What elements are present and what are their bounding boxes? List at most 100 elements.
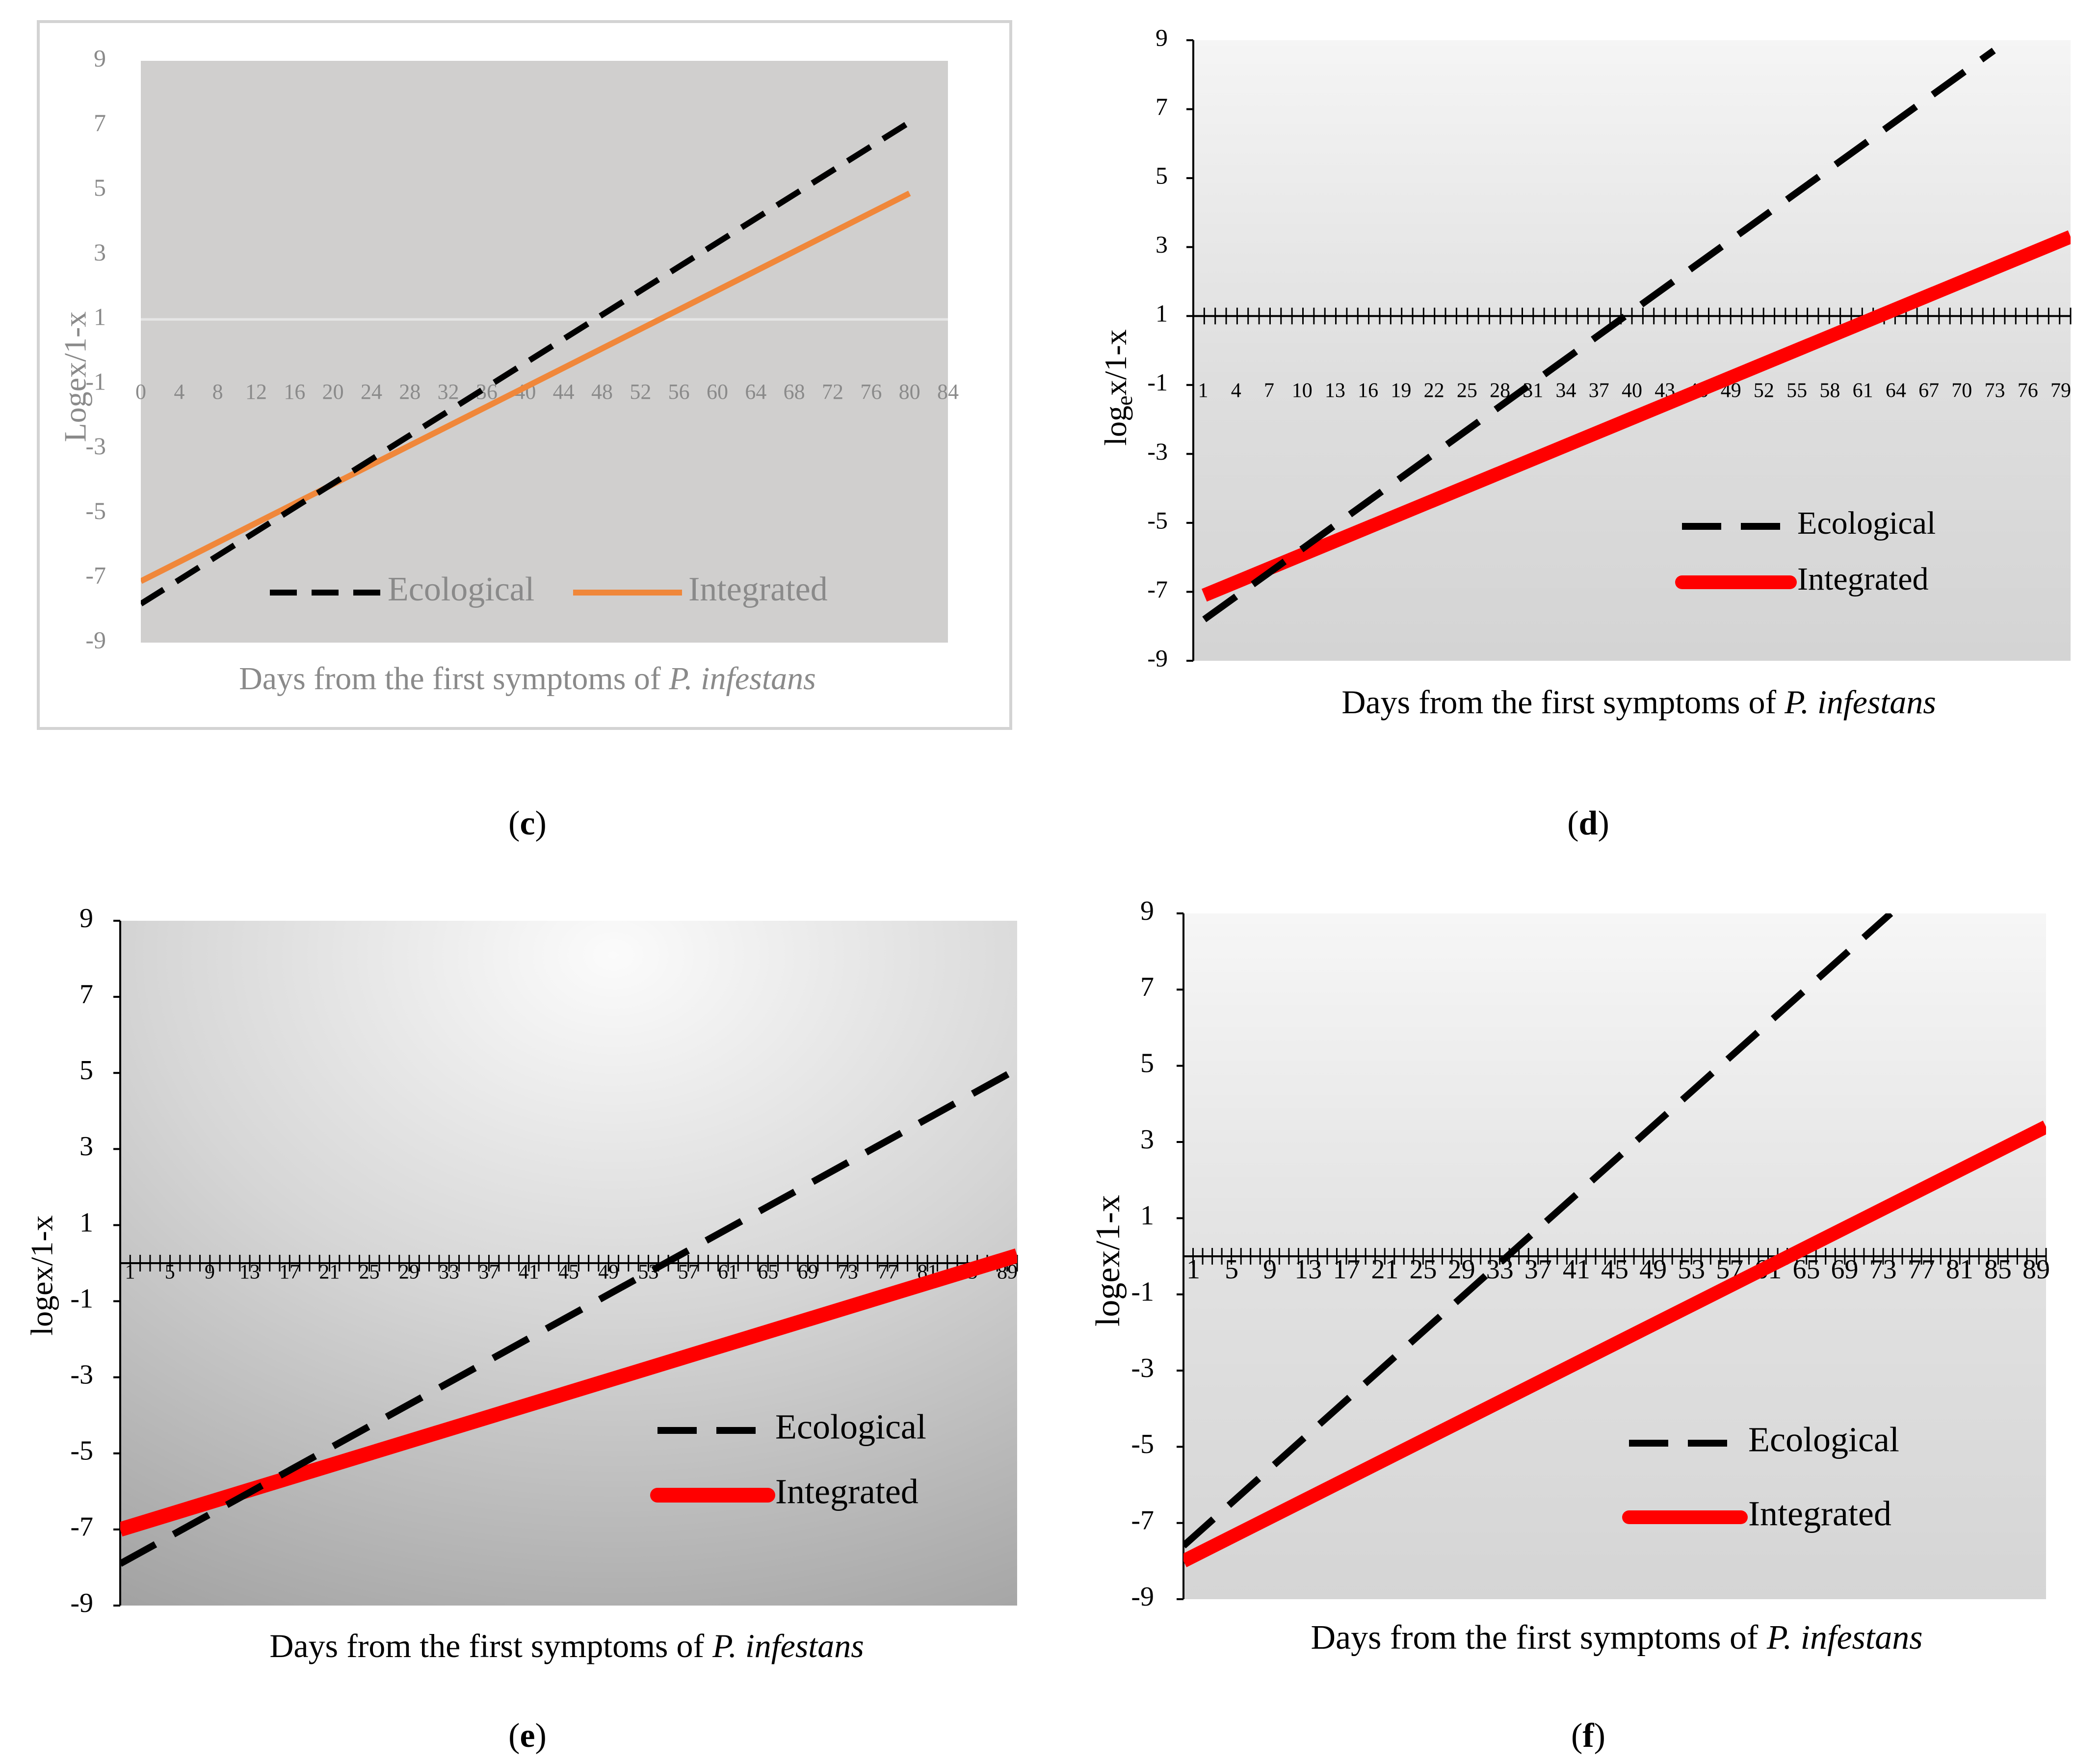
x-tick-label: 84 [937, 380, 959, 404]
legend-label-integrated: Integrated [775, 1472, 919, 1511]
x-tick-label: 70 [1951, 380, 1972, 402]
y-tick-label: 5 [1156, 162, 1168, 189]
x-axis-title: Days from the first symptoms of P. infes… [1341, 683, 1936, 721]
legend-label-integrated: Integrated [1797, 561, 1929, 597]
y-tick-label: 9 [94, 44, 106, 72]
x-tick-label: 72 [822, 380, 843, 404]
x-tick-label: 68 [784, 380, 805, 404]
series-line-ecological [141, 120, 911, 607]
y-axis-title: logex/1-x [25, 1215, 59, 1335]
x-axis-title: Days from the first symptoms of P. infes… [239, 661, 816, 697]
y-tick-label: -3 [70, 1360, 93, 1390]
x-tick-label: 28 [399, 380, 420, 404]
y-tick-label: 3 [1156, 231, 1168, 258]
x-tick-label: 48 [591, 380, 613, 404]
y-axis-title: logex/1-x [1089, 1195, 1127, 1326]
x-tick-label: 13 [1325, 380, 1345, 402]
x-tick-label: 52 [630, 380, 651, 404]
panel-label: (d) [1567, 804, 1609, 842]
x-tick-label: 64 [745, 380, 766, 404]
x-tick-label: 9 [1263, 1254, 1277, 1285]
y-tick-label: -5 [70, 1436, 93, 1466]
y-tick-label: -9 [85, 626, 106, 653]
series-group [1183, 913, 2046, 1567]
x-tick-label: 33 [439, 1261, 459, 1284]
x-tick-label: 19 [1391, 380, 1411, 402]
x-tick-label: 58 [1819, 380, 1840, 402]
x-tick-label: 73 [1869, 1254, 1897, 1285]
x-axis-title: Days from the first symptoms of P. infes… [1311, 1619, 1923, 1657]
y-tick-label: -1 [1147, 368, 1168, 396]
x-tick-label: 1 [1186, 1254, 1200, 1285]
y-tick-label: -5 [85, 497, 106, 524]
x-tick-label: 73 [838, 1261, 858, 1284]
series-group [120, 1066, 1017, 1567]
y-tick-label: -7 [1131, 1505, 1154, 1536]
y-axis-title: Logex/1-x [58, 311, 93, 442]
legend-label-ecological: Ecological [1797, 505, 1936, 541]
x-tick-label: 61 [718, 1261, 738, 1284]
x-tick-label: 37 [1524, 1254, 1552, 1285]
x-tick-label: 1 [1198, 380, 1208, 402]
x-tick-label: 34 [1556, 380, 1576, 402]
x-tick-label: 44 [553, 380, 575, 404]
x-tick-label: 25 [1457, 380, 1477, 402]
series-line-integrated [1183, 1120, 2046, 1567]
y-tick-label: 1 [94, 303, 106, 331]
x-tick-label: 80 [899, 380, 920, 404]
y-tick-label: 3 [94, 238, 106, 266]
legend-label-ecological: Ecological [775, 1407, 926, 1447]
x-tick-label: 16 [284, 380, 305, 404]
x-tick-label: 73 [1985, 380, 2005, 402]
x-tick-label: 24 [361, 380, 382, 404]
series-line-integrated [1201, 230, 2071, 602]
series-line-integrated [141, 190, 911, 584]
x-tick-label: 29 [399, 1261, 420, 1284]
y-tick-label: -1 [70, 1283, 93, 1314]
y-tick-label: -1 [85, 367, 106, 395]
y-tick-label: -3 [85, 432, 106, 460]
x-tick-label: 9 [205, 1261, 215, 1284]
series-group [141, 120, 911, 607]
y-axis-title: logex/1-x [1098, 329, 1137, 445]
y-tick-label: -9 [70, 1588, 93, 1618]
x-tick-label: 17 [1333, 1254, 1360, 1285]
panel-label: (f) [1571, 1717, 1605, 1755]
x-tick-label: 89 [2022, 1254, 2050, 1285]
x-tick-label: 45 [558, 1261, 579, 1284]
x-axis-title: Days from the first symptoms of P. infes… [269, 1627, 864, 1664]
y-tick-label: -1 [1131, 1277, 1154, 1307]
series-line-ecological [120, 1066, 1017, 1567]
x-tick-label: 29 [1448, 1254, 1475, 1285]
y-tick-label: 5 [79, 1055, 93, 1086]
x-tick-label: 61 [1853, 380, 1873, 402]
y-tick-label: 5 [1140, 1048, 1154, 1079]
y-tick-label: 7 [94, 109, 106, 136]
x-tick-label: 69 [1831, 1254, 1859, 1285]
x-tick-label: 25 [1410, 1254, 1437, 1285]
x-tick-label: 60 [707, 380, 728, 404]
y-tick-label: 1 [1140, 1200, 1154, 1231]
x-tick-label: 22 [1424, 380, 1445, 402]
x-tick-label: 85 [1984, 1254, 2012, 1285]
x-tick-label: 12 [245, 380, 267, 404]
series-group [1201, 48, 2071, 623]
series-line-integrated [120, 1248, 1017, 1537]
panel-label: (c) [508, 804, 547, 842]
x-tick-label: 41 [1563, 1254, 1590, 1285]
y-tick-label: -7 [70, 1512, 93, 1542]
legend-label-ecological: Ecological [388, 571, 534, 608]
series-line-ecological [1183, 913, 1893, 1549]
y-tick-label: -9 [1147, 644, 1168, 672]
x-tick-label: 32 [438, 380, 459, 404]
x-tick-label: 10 [1292, 380, 1313, 402]
x-tick-label: 5 [1225, 1254, 1238, 1285]
x-tick-label: 7 [1264, 380, 1274, 402]
y-tick-label: 7 [79, 979, 93, 1010]
y-tick-label: 1 [79, 1207, 93, 1238]
panel-label: (e) [508, 1717, 547, 1755]
